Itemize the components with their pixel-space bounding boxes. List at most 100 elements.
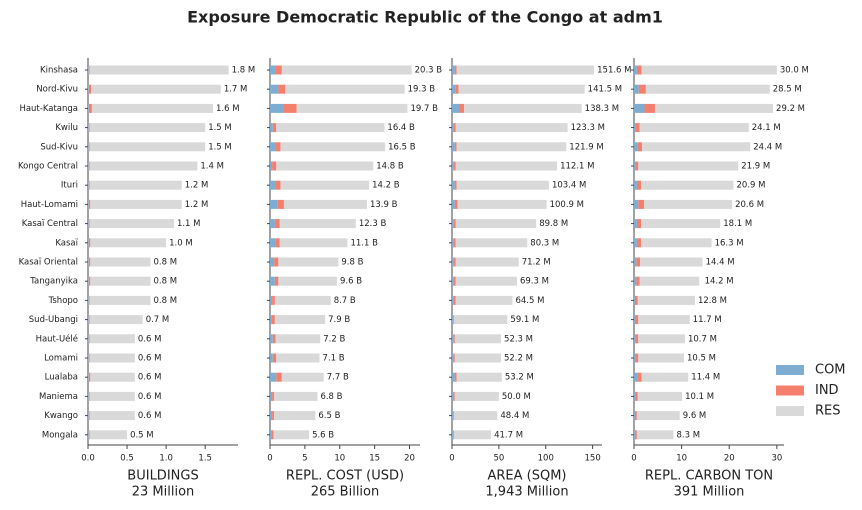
legend-label: RES xyxy=(815,404,841,419)
bar-segment xyxy=(88,334,90,344)
bar-segment xyxy=(454,180,457,190)
bar-segment xyxy=(455,295,513,305)
bar-segment xyxy=(452,142,455,152)
bar-segment xyxy=(89,123,206,133)
total-label: 89.8 M xyxy=(539,219,568,229)
bar-segment xyxy=(89,142,206,152)
bar-segment xyxy=(270,142,276,152)
total-label: 14.8 B xyxy=(376,162,404,172)
total-label: 12.8 M xyxy=(698,296,727,306)
bar-segment xyxy=(88,411,89,421)
bar-segment xyxy=(88,391,90,401)
bar-segment xyxy=(454,391,499,401)
total-label: 13.9 B xyxy=(370,200,398,210)
bar-segment xyxy=(457,199,547,209)
y-tick-label: Maniema xyxy=(39,392,78,402)
bar-segment xyxy=(634,334,636,344)
bar-segment xyxy=(634,142,638,152)
bar-segment xyxy=(88,334,89,344)
bar-segment xyxy=(452,123,454,133)
bar-segment xyxy=(89,315,143,325)
bar-segment xyxy=(452,411,454,421)
y-tick-label: Kinshasa xyxy=(40,66,78,76)
bar-segment xyxy=(88,65,90,75)
bar-segment xyxy=(274,257,279,267)
y-tick-label: Kasaï Oriental xyxy=(19,258,78,268)
bar-segment xyxy=(88,180,89,190)
x-axis-label: BUILDINGS xyxy=(127,469,198,484)
bar-segment xyxy=(452,411,453,421)
bar-segment xyxy=(455,84,459,94)
bar-segment xyxy=(454,372,457,382)
total-label: 1.7 M xyxy=(224,85,248,95)
bar-segment xyxy=(458,84,585,94)
bar-segment xyxy=(637,372,642,382)
total-label: 0.8 M xyxy=(154,296,178,306)
y-tick-label: Kongo Central xyxy=(18,162,78,172)
chart-title: Exposure Democratic Republic of the Cong… xyxy=(187,8,663,27)
total-label: 53.2 M xyxy=(505,373,534,383)
total-label: 5.6 B xyxy=(312,430,334,440)
bar-segment xyxy=(452,430,453,440)
bar-segment xyxy=(280,142,386,152)
y-tick-label: Sud-Kivu xyxy=(40,142,78,152)
x-tick-label: 5 xyxy=(302,454,307,464)
bar-segment xyxy=(638,353,684,363)
bar-segment xyxy=(270,334,273,344)
bar-segment xyxy=(88,430,90,440)
bar-segment xyxy=(89,334,135,344)
total-label: 50.0 M xyxy=(502,392,531,402)
bar-segment xyxy=(270,276,275,286)
y-tick-label: Haut-Katanga xyxy=(19,104,78,114)
y-tick-label: Lomami xyxy=(44,354,78,364)
total-label: 0.5 M xyxy=(130,430,154,440)
bar-segment xyxy=(634,84,639,94)
total-label: 29.2 M xyxy=(776,104,805,114)
bar-segment xyxy=(278,276,337,286)
bar-segment xyxy=(634,257,637,267)
total-label: 1.1 M xyxy=(177,219,201,229)
bar-segment xyxy=(634,295,638,305)
bar-segment xyxy=(456,142,567,152)
bar-segment xyxy=(635,334,639,344)
bar-segment xyxy=(270,295,273,305)
x-axis-sublabel: 391 Million xyxy=(674,485,745,500)
x-tick-label: 50 xyxy=(493,454,504,464)
bar-segment xyxy=(452,430,454,440)
bar-segment xyxy=(453,411,498,421)
total-label: 0.6 M xyxy=(138,411,162,421)
bar-segment xyxy=(452,334,454,344)
bar-segment xyxy=(88,219,89,229)
bar-segment xyxy=(639,276,700,286)
bar-segment xyxy=(274,315,326,325)
total-label: 121.9 M xyxy=(569,142,603,152)
bar-segment xyxy=(634,295,635,305)
bar-segment xyxy=(278,257,339,267)
total-label: 123.3 M xyxy=(571,123,605,133)
total-label: 138.3 M xyxy=(585,104,619,114)
bar-segment xyxy=(296,103,408,113)
total-label: 0.6 M xyxy=(138,354,162,364)
total-label: 28.5 M xyxy=(773,85,802,95)
bar-segment xyxy=(452,257,454,267)
bar-segment xyxy=(452,353,454,363)
bar-segment xyxy=(89,65,229,75)
bar-segment xyxy=(452,238,454,248)
bar-segment xyxy=(452,295,454,305)
total-label: 21.9 M xyxy=(741,162,770,172)
total-label: 0.6 M xyxy=(138,392,162,402)
bar-segment xyxy=(270,219,275,229)
bar-segment xyxy=(88,257,91,267)
bar-segment xyxy=(88,65,89,75)
x-tick-label: 0 xyxy=(267,454,272,464)
total-label: 6.8 B xyxy=(320,392,342,402)
bar-segment xyxy=(88,238,89,248)
bar-segment xyxy=(453,295,456,305)
bar-segment xyxy=(455,238,528,248)
bar-segment xyxy=(635,353,639,363)
bar-segment xyxy=(634,161,636,171)
bar-segment xyxy=(634,103,645,113)
bar-segment xyxy=(272,391,275,401)
bar-segment xyxy=(636,411,680,421)
y-tick-label: Mongala xyxy=(42,430,78,440)
